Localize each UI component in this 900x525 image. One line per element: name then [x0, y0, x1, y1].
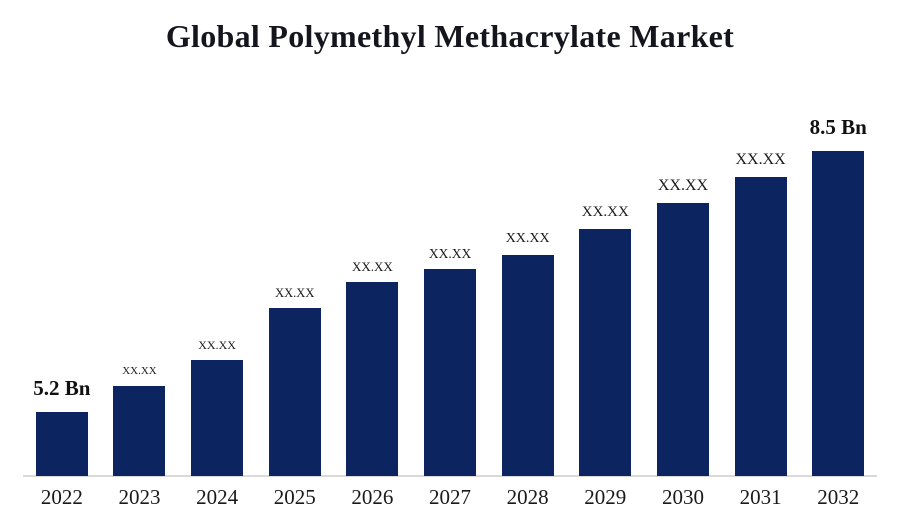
year-label-2024: 2024: [196, 485, 239, 509]
bar-value-label-2025: XX.XX: [275, 285, 315, 300]
year-label-2025: 2025: [273, 485, 316, 509]
year-label-2031: 2031: [739, 485, 782, 509]
bar-value-label-2030: XX.XX: [657, 177, 709, 194]
bar-2030: [656, 203, 709, 476]
bar-value-label-2023: XX.XX: [122, 365, 157, 377]
bar-group-2022: 5.2 Bn: [23, 378, 101, 476]
bar-group-2030: XX.XX: [644, 178, 722, 476]
year-label-2028: 2028: [506, 485, 549, 509]
year-label-2026: 2026: [351, 485, 394, 509]
bar-2031: [734, 177, 787, 476]
chart-title: Global Polymethyl Methacrylate Market: [165, 18, 735, 54]
bar-2032: [812, 151, 865, 476]
year-label-2030: 2030: [661, 485, 704, 509]
bar-value-label-2028: XX.XX: [505, 231, 550, 246]
bar-value-label-2027: XX.XX: [428, 245, 472, 261]
bar-group-2024: XX.XX: [178, 339, 256, 476]
bar-value-label-2024: XX.XX: [198, 338, 236, 352]
bar-2029: [579, 229, 632, 476]
year-label-2023: 2023: [118, 485, 161, 509]
bar-value-label-2032: 8.5 Bn: [809, 115, 867, 139]
bar-2022: [35, 412, 88, 476]
bar-group-2023: XX.XX: [101, 366, 179, 476]
x-axis-labels: 2022 2023 2024 2025 2026 2027 2028 2029 …: [23, 487, 877, 508]
bar-value-label-2029: XX.XX: [581, 204, 629, 220]
bar-group-2032: 8.5 Bn: [799, 117, 877, 476]
x-axis-baseline: [23, 475, 877, 477]
bar-group-2031: XX.XX: [722, 152, 800, 476]
bar-value-label-2022: 5.2 Bn: [33, 376, 91, 400]
bar-value-label-2031: XX.XX: [735, 151, 786, 168]
bar-2025: [268, 308, 321, 476]
bar-group-2025: XX.XX: [256, 285, 334, 476]
bars-row: 5.2 Bn XX.XX XX.XX XX.XX XX.XX XX.XX XX.…: [23, 117, 877, 476]
bar-value-label-2026: XX.XX: [351, 259, 393, 274]
year-label-2027: 2027: [429, 485, 472, 509]
bar-2026: [346, 282, 399, 476]
bar-2024: [191, 360, 244, 476]
bar-group-2026: XX.XX: [334, 260, 412, 476]
bar-2023: [113, 386, 166, 476]
year-label-2032: 2032: [817, 485, 860, 509]
bar-group-2027: XX.XX: [411, 245, 489, 476]
bar-group-2028: XX.XX: [489, 232, 567, 476]
year-label-2029: 2029: [584, 485, 627, 509]
year-label-2022: 2022: [40, 485, 83, 509]
bar-2028: [501, 255, 554, 476]
bar-group-2029: XX.XX: [566, 205, 644, 476]
bar-2027: [424, 269, 477, 476]
